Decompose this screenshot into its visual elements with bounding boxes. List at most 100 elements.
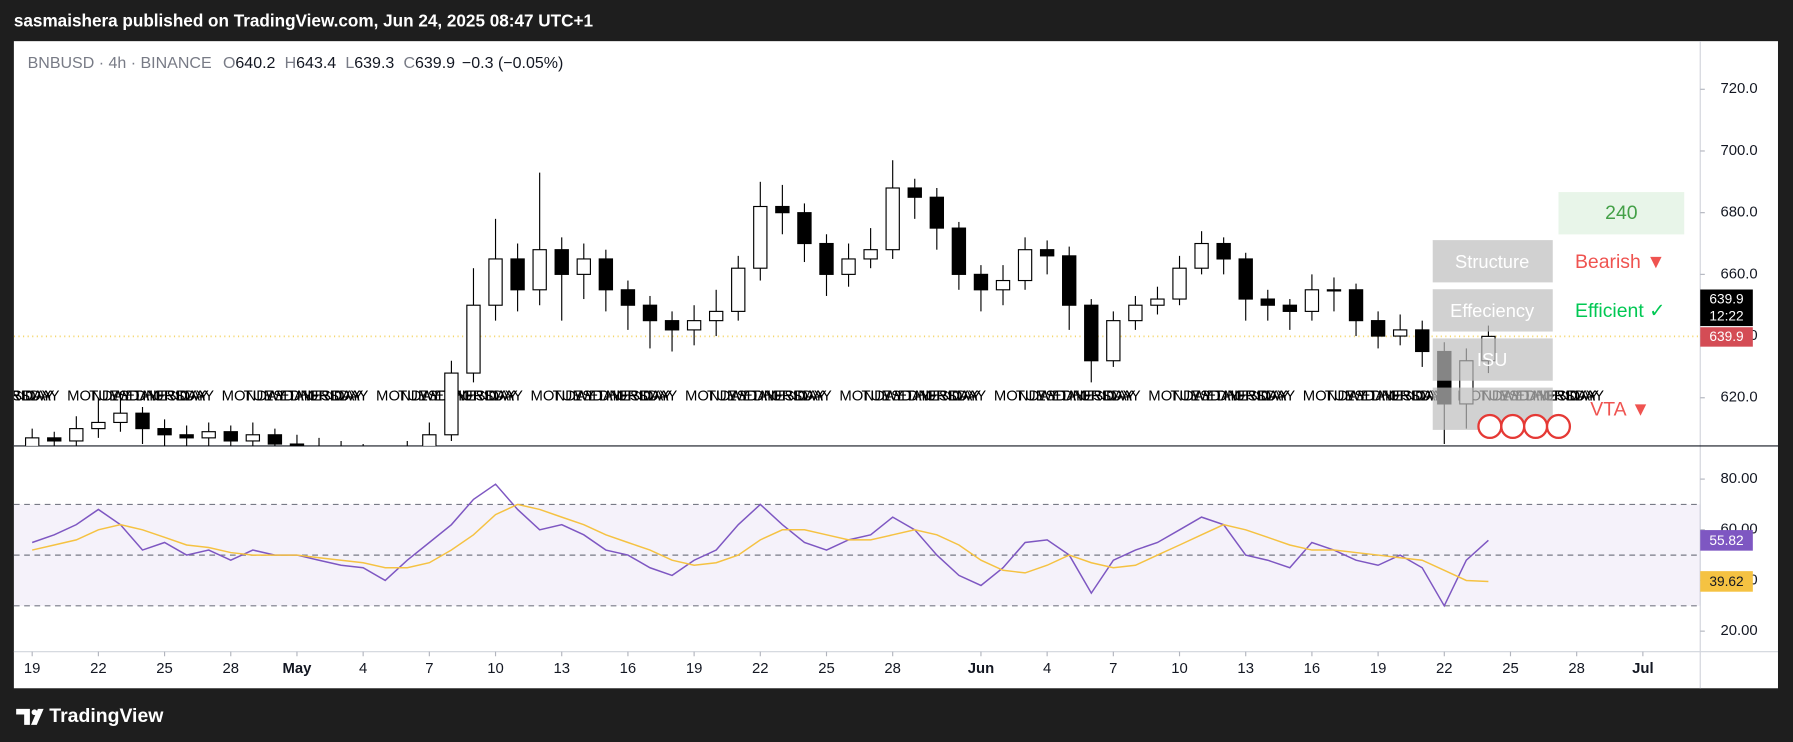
timeframe: 240 (1605, 202, 1638, 224)
x-tick-label: 25 (1502, 661, 1519, 677)
brand-name: TradingView (49, 705, 164, 727)
session-label: THURSDAY (0, 389, 60, 405)
x-tick-label: 25 (818, 661, 835, 677)
x-tick-label: Jun (968, 661, 994, 677)
candle-body (841, 258, 856, 275)
candle-body (907, 187, 922, 198)
candle-body (576, 258, 591, 275)
session-label: TUESDAY (244, 389, 313, 405)
session-label: FRIDAY (1237, 389, 1290, 405)
session-label: FRIDAY (773, 389, 826, 405)
change: −0.3 (−0.05%) (462, 55, 563, 72)
candle-body (532, 249, 547, 291)
session-label: WEDNESDAY (0, 389, 52, 405)
candle-body (775, 205, 790, 214)
session-label: TUESDAY (707, 389, 776, 405)
session-label: FRIDAY (619, 389, 672, 405)
candle-body (510, 258, 525, 291)
candle-body (47, 437, 62, 442)
session-label: MONDAY (1148, 389, 1212, 405)
session-label: MONDAY (1303, 389, 1367, 405)
x-tick-label: 19 (24, 661, 41, 677)
candle-body (223, 431, 238, 442)
ohlc-value: 639.9 (415, 55, 455, 72)
session-label: FRIDAY (1545, 389, 1598, 405)
session-label: WEDNESDAY (420, 389, 515, 405)
session-label: WEDNESDAY (729, 389, 824, 405)
candle-body (863, 249, 878, 260)
session-label: FRIDAY (1082, 389, 1135, 405)
last-price-value: 639.9 (1709, 291, 1743, 306)
candle-body (1150, 298, 1165, 306)
price-label: 639.9 (1709, 329, 1743, 344)
x-tick-label: 28 (222, 661, 239, 677)
candle-body (1348, 289, 1364, 322)
ohlc-value: 640.2 (235, 55, 275, 72)
x-tick-label: 22 (90, 661, 107, 677)
x-tick-label: 10 (487, 661, 504, 677)
candle-body (1370, 320, 1386, 337)
candle-body (1062, 255, 1077, 306)
candle-body (488, 258, 503, 306)
table-label-cell (1432, 289, 1553, 332)
candle-body (1326, 289, 1342, 292)
candle-body (885, 187, 900, 251)
candle-body (201, 431, 216, 439)
candle-body (554, 249, 569, 275)
candle-body (731, 267, 746, 312)
rsi-value-box (1700, 571, 1753, 592)
candle-body (245, 434, 261, 442)
ohlc-value: 643.4 (296, 55, 336, 72)
x-tick-label: 28 (1568, 661, 1585, 677)
x-tick-label: 7 (425, 661, 433, 677)
session-label: FRIDAY (464, 389, 517, 405)
candle-body (664, 320, 680, 331)
candle-body (289, 443, 305, 446)
y-tick-label: 720.0 (1721, 81, 1758, 97)
table-label-cell (1432, 240, 1553, 283)
session-label: THURSDAY (751, 389, 832, 405)
price-label-box (1700, 327, 1753, 347)
session-label: FRIDAY (1391, 389, 1444, 405)
price-pane: MONDAYTUESDAYWEDNESDAYTHURSDAYFRIDAYMOND… (0, 160, 1701, 446)
candle-body (1017, 249, 1033, 282)
candle-body (642, 304, 658, 322)
candle-body (1392, 329, 1408, 337)
x-tick-label: Jul (1632, 661, 1653, 677)
axes: 620.0640.0660.0680.0700.0720.019222528Ma… (24, 81, 1758, 677)
y-tick-label: 80.00 (1721, 471, 1758, 487)
session-label: FRIDAY (155, 389, 208, 405)
session-label: WEDNESDAY (111, 389, 206, 405)
x-tick-label: 13 (1237, 661, 1254, 677)
candle-body (1128, 304, 1143, 322)
rsi-pane (13, 483, 1701, 608)
candle-body (686, 320, 702, 331)
session-label: THURSDAY (1215, 389, 1296, 405)
y-tick-label: 660.0 (1721, 266, 1758, 282)
candle-body (1238, 258, 1253, 300)
symbol: BNBUSD · 4h · BINANCE (28, 55, 212, 72)
candle-body (951, 227, 967, 275)
session-label: TUESDAY (861, 389, 930, 405)
session-label: THURSDAY (1369, 389, 1450, 405)
candle-body (1039, 249, 1055, 257)
session-label: WEDNESDAY (266, 389, 361, 405)
y-tick-label: 680.0 (1721, 205, 1758, 221)
legend-line: BNBUSD · 4h · BINANCE O640.2 H643.4 L639.3… (28, 55, 564, 72)
session-label: WEDNESDAY (1192, 389, 1287, 405)
flag (1523, 413, 1549, 440)
candle-body (466, 304, 481, 374)
candle-body (797, 212, 812, 245)
rsi-line (32, 503, 1489, 583)
candle-body (422, 434, 437, 446)
timeframe-cell (1558, 192, 1685, 235)
candle-body (267, 434, 283, 445)
session-label: TUESDAY (553, 389, 622, 405)
candle-body (157, 428, 172, 436)
x-tick-label: 19 (1370, 661, 1387, 677)
x-tick-label: 16 (1304, 661, 1321, 677)
candle-body (1084, 304, 1099, 362)
session-label: TUESDAY (89, 389, 158, 405)
table-label: ISU (1477, 349, 1507, 370)
ohlc-label: C (403, 55, 415, 72)
